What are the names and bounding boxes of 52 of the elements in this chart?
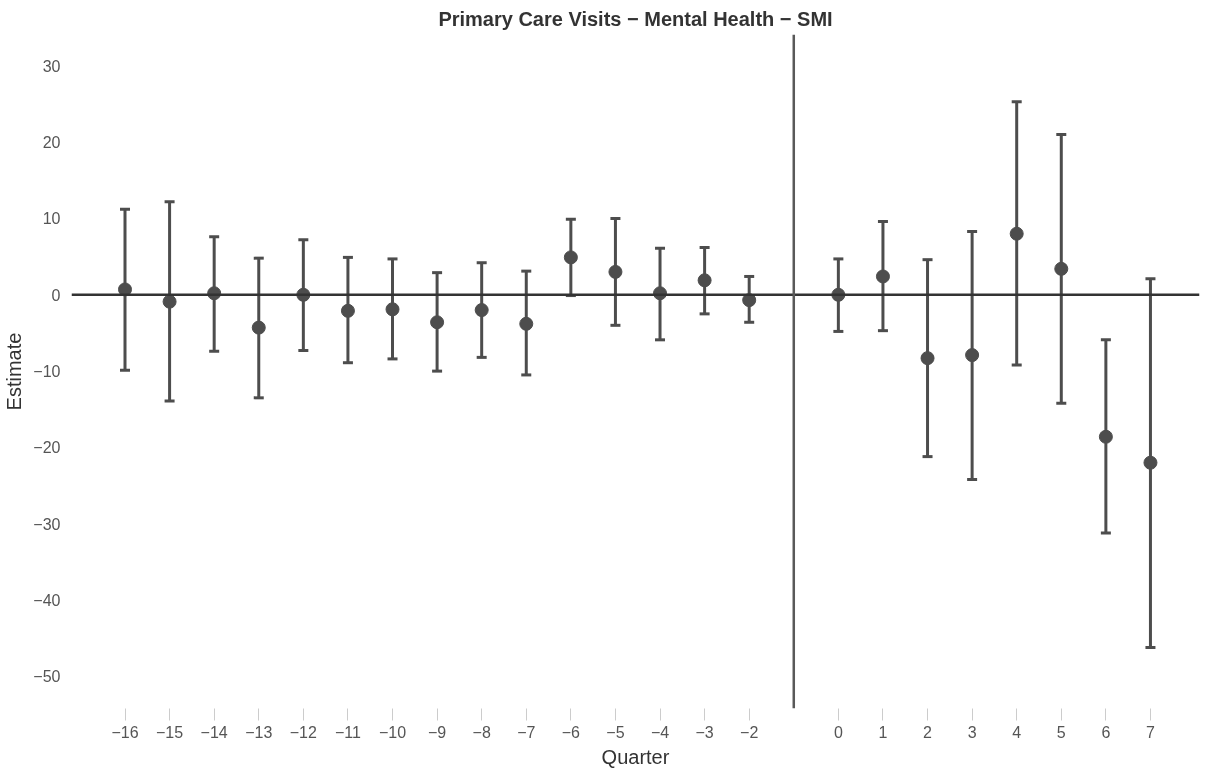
point	[385, 302, 400, 317]
x-axis-title: Quarter	[601, 745, 670, 768]
x-tick-label: −6	[561, 723, 581, 741]
point	[563, 250, 578, 265]
point	[1009, 226, 1024, 241]
x-tick-label: 5	[1056, 723, 1066, 741]
point	[608, 264, 623, 279]
point	[1098, 429, 1113, 444]
x-tick-label: −3	[695, 723, 714, 741]
point	[340, 303, 355, 318]
point	[430, 315, 445, 330]
point	[965, 348, 980, 363]
x-tick-label: −7	[517, 723, 536, 741]
x-tick-label: 3	[967, 723, 977, 741]
x-tick-label: 7	[1146, 723, 1156, 741]
point	[697, 273, 712, 288]
point	[920, 351, 935, 366]
y-tick-label: 30	[42, 57, 61, 75]
y-tick-label: 20	[42, 134, 61, 152]
x-tick-label: −9	[427, 723, 447, 741]
point	[1054, 261, 1069, 276]
x-tick-label: −14	[200, 723, 228, 741]
point	[474, 303, 489, 318]
x-tick-label: −12	[289, 723, 318, 741]
y-tick-label: −20	[33, 439, 61, 457]
x-tick-label: −15	[156, 723, 184, 741]
y-tick-label: 10	[42, 210, 61, 228]
y-axis-title: Estimate	[3, 332, 26, 411]
x-tick-label: 2	[923, 723, 933, 741]
x-tick-label: −11	[334, 723, 362, 741]
y-tick-label: −30	[33, 515, 61, 533]
x-tick-label: 1	[878, 723, 888, 741]
point	[519, 316, 534, 331]
x-tick-label: 4	[1012, 723, 1022, 741]
x-tick-label: −16	[111, 723, 139, 741]
y-tick-label: −50	[33, 668, 61, 686]
x-tick-label: −5	[606, 723, 625, 741]
x-tick-label: −8	[472, 723, 491, 741]
y-tick-label: −10	[33, 363, 61, 381]
y-tick-label: 0	[51, 286, 61, 304]
x-tick-label: 0	[833, 723, 843, 741]
x-tick-label: −2	[740, 723, 759, 741]
point	[875, 269, 890, 284]
x-tick-label: −10	[378, 723, 407, 741]
point	[1143, 455, 1158, 470]
y-tick-label: −40	[33, 592, 61, 610]
x-tick-label: −4	[650, 723, 670, 741]
x-tick-label: −13	[245, 723, 273, 741]
x-tick-label: 6	[1101, 723, 1111, 741]
chart-title: Primary Care Visits − Mental Health − SMI	[438, 7, 833, 30]
point	[162, 294, 177, 309]
point	[251, 320, 266, 335]
